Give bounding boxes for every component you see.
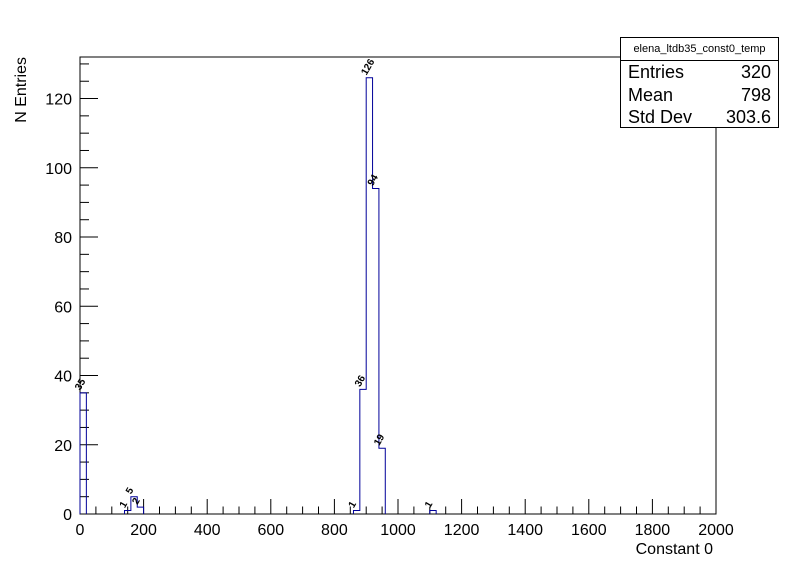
stats-row-entries: Entries 320: [621, 61, 778, 84]
bin-value-label: 36: [353, 373, 368, 389]
bin-value-label: 2: [130, 496, 143, 507]
y-tick-label: 100: [45, 161, 72, 178]
x-tick-label: 200: [130, 522, 157, 539]
stats-title: elena_ltdb35_const0_temp: [621, 38, 778, 61]
x-axis: 0 200 400 600 800 1000 1200 1400 1600 1800 2000: [76, 499, 734, 539]
stats-entries-value: 320: [740, 62, 771, 82]
bin-value-label: 1: [423, 499, 436, 510]
x-tick-label: 1600: [571, 522, 607, 539]
histogram-line: [79, 77, 437, 514]
y-tick-label: 80: [54, 230, 72, 247]
y-axis-title: N Entries: [13, 57, 30, 123]
bin-value-label: 1: [347, 499, 360, 510]
x-tick-label: 1800: [635, 522, 671, 539]
bin-value-label: 35: [73, 377, 88, 393]
x-tick-label: 2000: [698, 522, 734, 539]
x-tick-label: 1000: [380, 522, 416, 539]
x-axis-title: Constant 0: [636, 541, 713, 558]
y-tick-label: 0: [63, 507, 72, 524]
bin-value-label: 19: [372, 432, 387, 448]
stats-mean-value: 798: [740, 84, 771, 105]
bin-value-label: 5: [124, 485, 137, 496]
y-tick-label: 60: [54, 299, 72, 316]
x-tick-label: 0: [76, 522, 85, 539]
y-tick-label: 20: [54, 438, 72, 455]
x-tick-label: 1400: [507, 522, 543, 539]
stats-row-stddev: Std Dev 303.6: [621, 106, 778, 129]
bin-value-label: 126: [359, 57, 377, 77]
bin-value-label: 1: [118, 499, 131, 510]
stats-entries-label: Entries: [628, 62, 685, 82]
x-tick-label: 800: [321, 522, 348, 539]
stats-stddev-value: 303.6: [725, 107, 771, 127]
x-tick-label: 1200: [444, 522, 480, 539]
y-tick-label: 120: [45, 92, 72, 109]
stats-box: elena_ltdb35_const0_temp Entries 320 Mea…: [620, 37, 779, 128]
y-tick-label: 40: [54, 369, 72, 386]
stats-row-mean: Mean 798: [621, 84, 778, 107]
y-axis: 0 20 40 60 80 100 120: [45, 63, 98, 524]
x-tick-label: 400: [194, 522, 221, 539]
bin-value-label: 94: [366, 173, 381, 189]
x-tick-label: 600: [257, 522, 284, 539]
stats-stddev-label: Std Dev: [628, 107, 693, 127]
stats-mean-label: Mean: [628, 84, 674, 105]
